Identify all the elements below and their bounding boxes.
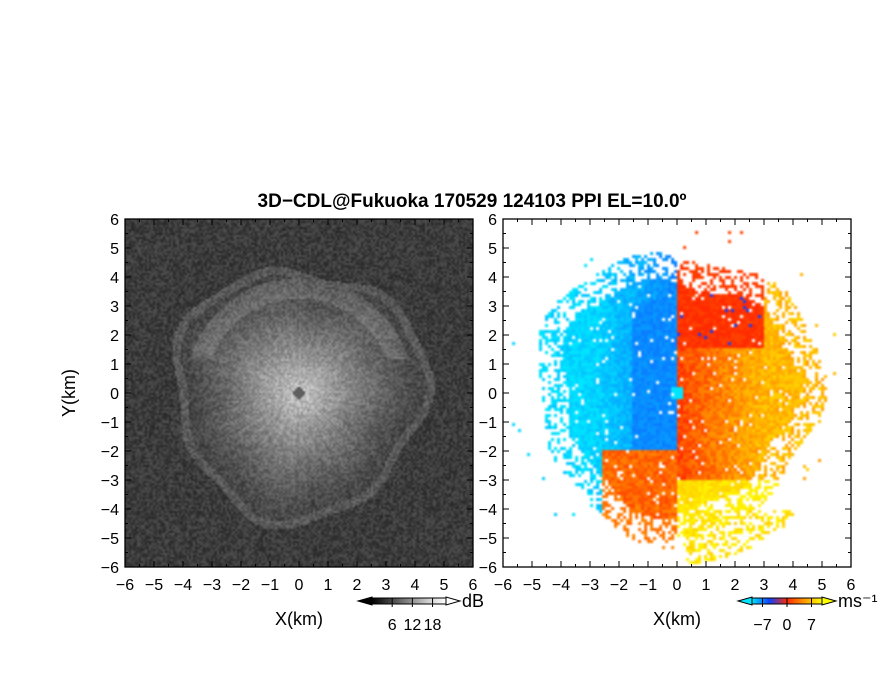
velocity-xtick-label: 1: [702, 577, 711, 594]
reflectivity-colorbar-tick-label: 12: [403, 617, 421, 634]
figure-title: 3D−CDL@Fukuoka 170529 124103 PPI EL=10.0…: [258, 191, 687, 212]
reflectivity-ytick-label: 4: [110, 270, 119, 287]
velocity-colorbar-low-arrow: [736, 596, 753, 606]
velocity-ytick-label: 0: [488, 386, 497, 403]
velocity-ytick-label: −6: [479, 560, 497, 577]
velocity-colorbar-high-arrow: [821, 596, 838, 606]
velocity-ytick-label: −2: [479, 444, 497, 461]
velocity-colorbar-tick-label: 7: [807, 617, 816, 634]
velocity-colorbar-tick-label: 0: [783, 617, 792, 634]
reflectivity-heatmap: [125, 219, 473, 567]
reflectivity-xlabel: X(km): [275, 609, 323, 629]
velocity-xtick-label: 5: [818, 577, 827, 594]
reflectivity-ytick-label: −1: [101, 415, 119, 432]
velocity-ticks: −6 −5 −4 −3 −2 −1 0 1 2 3 4 5 6 6 5 4 3 2 1 0 −1 −2 −3 −4 −5 −6: [479, 212, 856, 594]
reflectivity-ytick-label: −2: [101, 444, 119, 461]
reflectivity-ticks: −6 −5 −4 −3 −2 −1 0 1 2 3 4 5 6 6 5 4 3 2 1 0 −1 −2 −3 −4 −5 −6: [101, 212, 478, 594]
velocity-xtick-label: 4: [789, 577, 798, 594]
velocity-xtick-label: −4: [552, 577, 570, 594]
reflectivity-ytick-label: −5: [101, 531, 119, 548]
reflectivity-ytick-label: −4: [101, 502, 119, 519]
reflectivity-ylabel: Y(km): [59, 369, 79, 417]
reflectivity-xtick-label: 5: [440, 577, 449, 594]
velocity-ytick-label: 3: [488, 299, 497, 316]
reflectivity-colorbar-tick-label: 6: [388, 617, 397, 634]
velocity-ytick-label: 4: [488, 270, 497, 287]
velocity-ytick-label: 2: [488, 328, 497, 345]
reflectivity-ytick-label: 3: [110, 299, 119, 316]
reflectivity-ytick-label: 5: [110, 241, 119, 258]
velocity-xtick-label: −6: [494, 577, 512, 594]
velocity-colorbar-tick-label: −7: [753, 617, 771, 634]
reflectivity-xtick-label: 6: [469, 577, 478, 594]
velocity-colorbar-unit: ms⁻¹: [838, 591, 878, 611]
velocity-ytick-label: 1: [488, 357, 497, 374]
reflectivity-xtick-label: −6: [116, 577, 134, 594]
reflectivity-ytick-label: −6: [101, 560, 119, 577]
reflectivity-xtick-label: −4: [174, 577, 192, 594]
reflectivity-colorbar-low-arrow: [356, 596, 373, 606]
velocity-xlabel: X(km): [653, 609, 701, 629]
reflectivity-ytick-label: 6: [110, 212, 119, 229]
reflectivity-colorbar-unit: dB: [462, 591, 484, 611]
velocity-ytick-label: −1: [479, 415, 497, 432]
reflectivity-xtick-label: −5: [145, 577, 163, 594]
reflectivity-ytick-label: −3: [101, 473, 119, 490]
reflectivity-ytick-label: 1: [110, 357, 119, 374]
velocity-xtick-label: 0: [673, 577, 682, 594]
velocity-xtick-label: −2: [610, 577, 628, 594]
velocity-ytick-label: −5: [479, 531, 497, 548]
reflectivity-xtick-label: −1: [261, 577, 279, 594]
velocity-ytick-label: 6: [488, 212, 497, 229]
velocity-heatmap: [503, 219, 851, 567]
reflectivity-colorbar-high-arrow: [445, 596, 462, 606]
reflectivity-xtick-label: 0: [295, 577, 304, 594]
reflectivity-xtick-label: 3: [382, 577, 391, 594]
velocity-ytick-label: 5: [488, 241, 497, 258]
reflectivity-xtick-label: −2: [232, 577, 250, 594]
reflectivity-colorbar-bar: [371, 597, 447, 605]
reflectivity-xtick-label: 1: [324, 577, 333, 594]
velocity-xtick-label: 6: [847, 577, 856, 594]
velocity-xtick-label: −5: [523, 577, 541, 594]
velocity-xtick-label: 3: [760, 577, 769, 594]
reflectivity-xtick-label: 4: [411, 577, 420, 594]
velocity-ytick-label: −4: [479, 502, 497, 519]
velocity-panel: −6 −5 −4 −3 −2 −1 0 1 2 3 4 5 6 6 5 4 3 2 1 0 −1 −2 −3 −4 −5 −6 X…: [479, 212, 878, 634]
velocity-colorbar: −7 0 7 ms⁻¹: [736, 591, 878, 634]
velocity-xtick-label: 2: [731, 577, 740, 594]
reflectivity-xtick-label: 2: [353, 577, 362, 594]
velocity-xtick-label: −1: [639, 577, 657, 594]
reflectivity-ytick-label: 2: [110, 328, 119, 345]
reflectivity-xtick-label: −3: [203, 577, 221, 594]
reflectivity-ytick-label: 0: [110, 386, 119, 403]
reflectivity-colorbar: 6 12 18 dB: [356, 591, 484, 634]
velocity-xtick-label: −3: [581, 577, 599, 594]
reflectivity-colorbar-tick-label: 18: [424, 617, 442, 634]
velocity-ytick-label: −3: [479, 473, 497, 490]
